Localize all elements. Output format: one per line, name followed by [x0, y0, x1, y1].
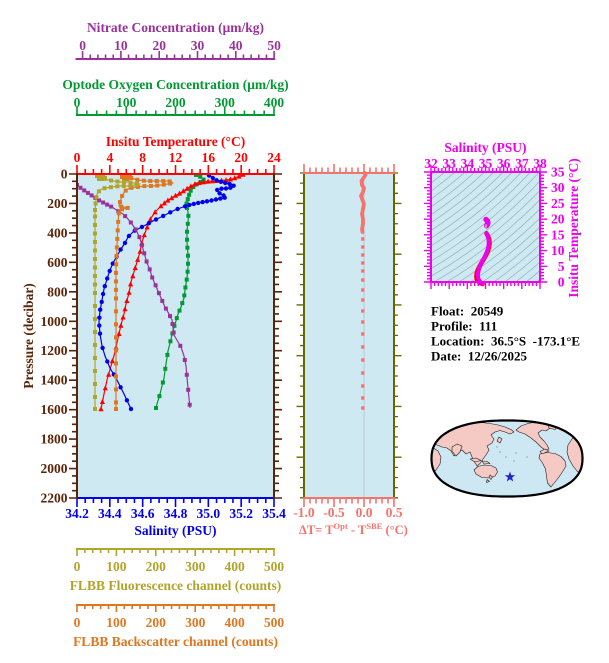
svg-text:34.4: 34.4: [98, 506, 122, 521]
svg-text:34: 34: [461, 156, 475, 171]
svg-text:4: 4: [106, 150, 113, 165]
svg-text:Salinity (PSU): Salinity (PSU): [134, 523, 216, 538]
svg-text:0: 0: [61, 167, 68, 182]
svg-text:1600: 1600: [41, 402, 68, 417]
svg-text:10: 10: [551, 243, 565, 258]
svg-text:0: 0: [74, 559, 81, 574]
svg-text:35: 35: [551, 165, 565, 180]
svg-text:Salinity (PSU): Salinity (PSU): [444, 140, 526, 155]
svg-text:-0.5: -0.5: [323, 505, 345, 520]
svg-text:36: 36: [497, 156, 511, 171]
svg-text:0.5: 0.5: [386, 505, 403, 520]
svg-text:FLBB Backscatter channel (coun: FLBB Backscatter channel (counts): [73, 634, 278, 649]
svg-text:Nitrate Concentration (μm/kg): Nitrate Concentration (μm/kg): [87, 20, 264, 35]
svg-text:ΔT= TOpt - TSBE (°C): ΔT= TOpt - TSBE (°C): [299, 521, 408, 537]
svg-text:Date: 12/26/2025: Date: 12/26/2025: [431, 349, 528, 364]
svg-text:0: 0: [79, 38, 86, 53]
svg-text:0: 0: [558, 275, 565, 290]
svg-text:2200: 2200: [41, 491, 68, 506]
svg-text:400: 400: [224, 559, 245, 574]
svg-text:0: 0: [74, 615, 81, 630]
svg-text:0.0: 0.0: [356, 505, 373, 520]
svg-text:32: 32: [424, 156, 438, 171]
svg-text:20: 20: [551, 212, 565, 227]
svg-text:34.2: 34.2: [65, 506, 89, 521]
svg-text:35.0: 35.0: [197, 506, 221, 521]
svg-text:33: 33: [442, 156, 456, 171]
svg-text:30: 30: [551, 180, 565, 195]
svg-text:Insitu Temperature (°C): Insitu Temperature (°C): [106, 134, 245, 149]
svg-text:1000: 1000: [41, 314, 68, 329]
svg-text:400: 400: [264, 95, 285, 110]
svg-text:200: 200: [146, 559, 167, 574]
svg-text:20: 20: [152, 38, 166, 53]
svg-text:1400: 1400: [41, 373, 68, 388]
svg-text:800: 800: [47, 284, 68, 299]
svg-text:400: 400: [47, 225, 68, 240]
svg-text:200: 200: [146, 615, 167, 630]
svg-text:200: 200: [165, 95, 186, 110]
svg-text:300: 300: [185, 615, 206, 630]
svg-text:12: 12: [169, 150, 183, 165]
svg-text:15: 15: [551, 227, 565, 242]
svg-text:24: 24: [267, 150, 281, 165]
svg-text:400: 400: [224, 615, 245, 630]
svg-text:300: 300: [215, 95, 236, 110]
svg-text:38: 38: [533, 156, 547, 171]
svg-text:37: 37: [515, 156, 529, 171]
svg-text:20: 20: [234, 150, 248, 165]
svg-text:100: 100: [106, 559, 127, 574]
svg-text:FLBB Fluorescence channel (cou: FLBB Fluorescence channel (counts): [70, 578, 282, 593]
svg-text:35: 35: [479, 156, 493, 171]
svg-text:200: 200: [47, 196, 68, 211]
svg-text:100: 100: [106, 615, 127, 630]
svg-text:35.4: 35.4: [262, 506, 286, 521]
svg-text:Profile: 111: Profile: 111: [431, 319, 497, 334]
svg-text:Float: 20549: Float: 20549: [431, 304, 504, 319]
svg-text:8: 8: [139, 150, 146, 165]
svg-text:2000: 2000: [41, 461, 68, 476]
svg-text:25: 25: [551, 196, 565, 211]
svg-text:0: 0: [74, 95, 81, 110]
svg-text:35.2: 35.2: [229, 506, 253, 521]
svg-text:1200: 1200: [41, 343, 68, 358]
svg-text:Insitu Temperature (°C): Insitu Temperature (°C): [566, 158, 581, 297]
svg-text:30: 30: [191, 38, 205, 53]
svg-text:16: 16: [202, 150, 216, 165]
svg-text:0: 0: [74, 150, 81, 165]
svg-text:Pressure (decibar): Pressure (decibar): [21, 283, 36, 389]
svg-text:34.8: 34.8: [164, 506, 188, 521]
svg-text:40: 40: [229, 38, 243, 53]
svg-text:500: 500: [264, 559, 285, 574]
svg-text:50: 50: [267, 38, 281, 53]
svg-text:-1.0: -1.0: [293, 505, 315, 520]
svg-text:100: 100: [116, 95, 137, 110]
svg-text:10: 10: [114, 38, 128, 53]
svg-text:5: 5: [558, 259, 565, 274]
svg-text:Optode Oxygen Concentration (μ: Optode Oxygen Concentration (μm/kg): [62, 77, 288, 92]
svg-text:300: 300: [185, 559, 206, 574]
svg-text:600: 600: [47, 255, 68, 270]
svg-text:Location: 36.5°S -173.1°E: Location: 36.5°S -173.1°E: [431, 334, 580, 349]
svg-text:500: 500: [264, 615, 285, 630]
svg-text:1800: 1800: [41, 432, 68, 447]
svg-text:34.6: 34.6: [131, 506, 155, 521]
